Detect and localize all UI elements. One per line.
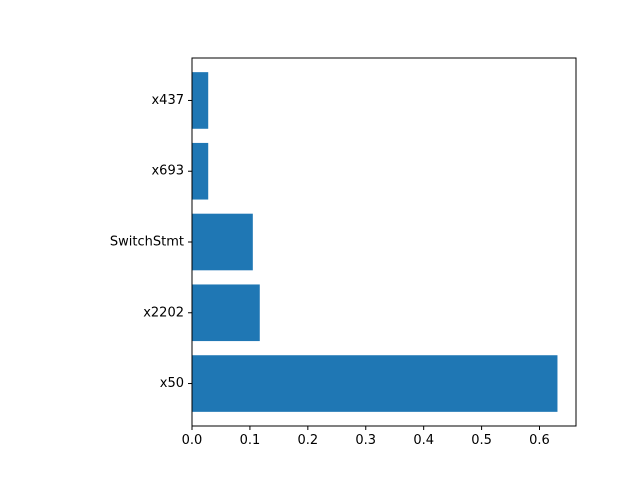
x-tick-label: 0.5 [471,433,492,448]
bar-x693 [192,142,209,200]
bar-SwitchStmt [192,213,253,271]
x-tick-label: 0.1 [240,433,261,448]
bar-x50 [192,355,558,412]
y-tick-label: x437 [151,93,184,108]
x-tick-label: 0.4 [413,433,434,448]
plot-frame [191,57,577,427]
x-tick-label: 0.2 [297,433,318,448]
y-tick-label: SwitchStmt [110,235,184,250]
y-axis-ticks: x50 x2202 SwitchStmt x693 x437 [110,93,192,391]
y-tick-label: x2202 [143,305,184,320]
y-tick-label: x693 [151,164,184,179]
x-tick-label: 0.3 [355,433,376,448]
bar-x437 [192,72,209,129]
x-axis-ticks: 0.0 0.1 0.2 0.3 0.4 0.5 0.6 [182,426,550,448]
bar-x2202 [192,284,260,342]
bars-group [192,72,558,412]
x-tick-label: 0.0 [182,433,203,448]
y-tick-label: x50 [160,376,184,391]
x-tick-label: 0.6 [529,433,550,448]
